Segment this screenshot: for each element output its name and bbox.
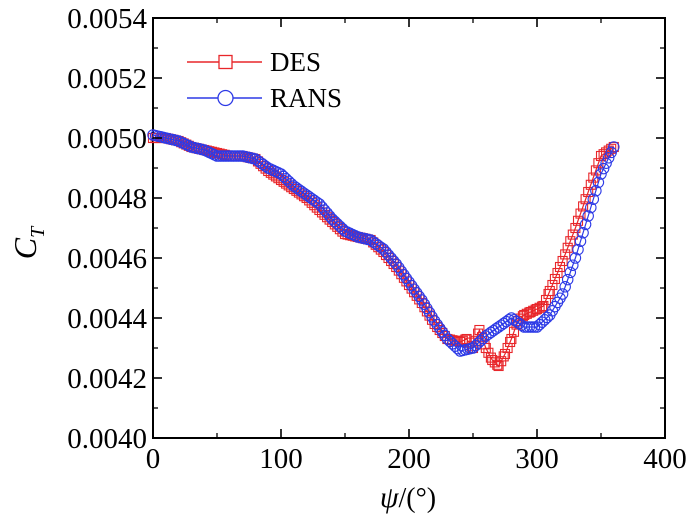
legend-entry-rans: RANS [187,83,342,113]
data-point [574,235,587,247]
y-axis-title: CT [7,225,49,259]
legend-marker [218,54,233,70]
data-point [489,357,500,368]
legend-entry-des: DES [187,47,321,77]
data-point [503,314,515,326]
x-tick-label: 100 [259,443,303,475]
legend-label: DES [270,47,321,77]
data-point [506,333,517,345]
data-point [273,173,284,184]
x-tick-label: 400 [643,443,687,475]
data-point [538,300,549,312]
data-point [580,194,591,205]
legend-marker [217,89,234,107]
data-point [278,176,289,187]
data-point [582,210,594,222]
data-point [531,303,543,315]
data-point [560,249,571,260]
data-point [600,157,612,169]
data-point [544,285,555,297]
data-point [537,301,548,312]
data-point [562,242,573,253]
y-tick-label: 0.0040 [67,423,147,455]
data-point [590,185,602,197]
plot-area [152,17,666,439]
series-rans [147,129,620,357]
y-tick-label: 0.0042 [67,363,147,395]
y-tick-label: 0.0054 [67,3,147,35]
data-point [557,255,568,267]
series-layer [147,129,620,372]
data-point [275,174,287,186]
data-point [570,222,581,234]
data-point [479,339,490,350]
x-axis-variable: ψ [380,481,400,514]
data-point [534,302,545,313]
data-point [578,201,589,212]
x-axis-unit: /(°) [399,483,437,514]
data-point [547,279,558,291]
data-point [592,176,605,189]
data-point [498,351,509,362]
data-point [554,261,566,273]
data-point [602,152,615,164]
y-tick-label: 0.0052 [67,63,147,95]
data-point [608,141,620,153]
data-point [549,273,560,285]
data-point [583,186,594,198]
data-point [530,304,541,315]
y-tick-label: 0.0050 [67,123,147,155]
data-point [499,348,511,360]
data-point [605,146,617,159]
x-axis-title: ψ/(°) [380,481,436,514]
data-point [572,243,584,256]
data-point [450,335,461,346]
data-point [595,150,607,162]
data-point [564,266,577,279]
data-point [579,218,592,231]
data-point [524,307,535,318]
data-point [575,208,586,219]
data-point [561,273,574,286]
legend-label: RANS [270,83,342,113]
data-point [567,259,579,271]
data-point [569,252,582,264]
x-tick-label: 200 [387,443,431,475]
x-tick-label: 0 [146,443,161,475]
y-tick-label: 0.0048 [67,183,147,215]
y-tick-label: 0.0046 [67,243,147,275]
axes-layer: 0.0040 0.0042 0.0044 0.0046 0.0048 0.0050 0.00… [67,3,687,475]
y-axis-main: C [7,237,43,259]
data-point [508,326,520,337]
data-point [413,290,425,303]
data-point [567,229,578,240]
data-point [559,281,571,293]
data-point [492,359,503,370]
data-point [556,288,569,300]
plot-frame [152,17,666,439]
data-point [597,162,610,175]
y-axis-subscript: T [27,225,49,238]
data-point [595,168,607,180]
data-point [526,321,538,333]
data-point [577,227,589,239]
x-tick-label: 300 [515,443,559,475]
data-point [585,201,597,214]
data-point [552,267,563,279]
data-point [505,336,516,348]
legend: DES RANS [187,47,342,113]
data-point [587,193,600,205]
y-tick-label: 0.0044 [67,303,147,335]
